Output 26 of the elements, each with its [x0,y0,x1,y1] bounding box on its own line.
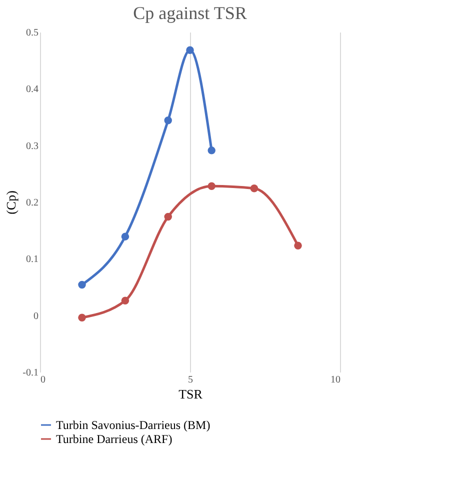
x-axis-title: TSR [178,386,203,402]
x-tick-label: 5 [188,374,193,386]
y-tick-label: 0.3 [26,140,38,152]
chart-title: Cp against TSR [133,3,247,23]
point [164,212,172,221]
point [294,242,302,250]
point [121,232,130,240]
y-tick-label: 0.4 [26,84,38,96]
y-tick-label: 0.1 [26,254,38,266]
point [250,184,258,192]
point [186,46,194,54]
x-tick-label: 0 [40,374,46,386]
y-tick-label: -0.1 [22,368,38,378]
y-tick-label: 0 [34,310,38,322]
y-axis-title: (Cp) [4,190,19,214]
point [121,296,130,304]
point [78,280,86,289]
legend-label: Turbine Darrieus (ARF) [56,432,172,446]
y-tick-label: 0.2 [26,198,38,208]
y-tick-label: 0.5 [26,28,38,38]
point [164,116,172,124]
point [208,182,216,190]
x-tick-label: 10 [330,374,340,386]
point [208,146,216,154]
point [78,314,86,322]
legend-label: Turbin Savonius-Darrieus (BM) [56,418,210,432]
